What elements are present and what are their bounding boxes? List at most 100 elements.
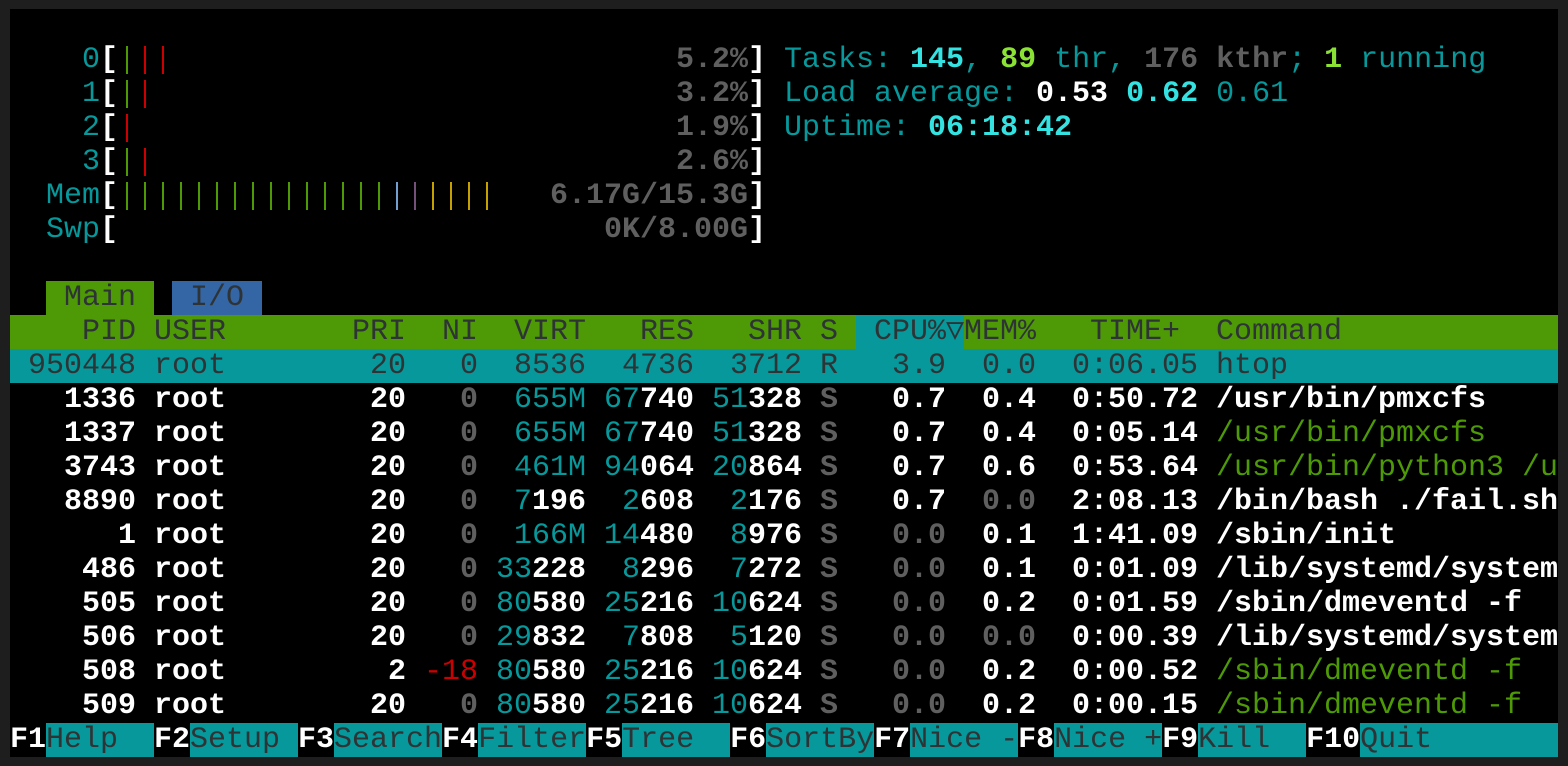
user: root: [154, 621, 227, 655]
priority: 20: [369, 451, 406, 485]
process-row[interactable]: 1 root 20 0 166M 14480 8976 S 0.0 0.1 1:41.09/sbin…: [10, 519, 1558, 553]
memory-meter-value: 6.17G/15.3G: [549, 179, 748, 213]
bracket-open: [: [100, 77, 118, 111]
running-label: running: [1342, 43, 1487, 77]
column-header-user[interactable]: USER: [154, 315, 227, 349]
res: 2608: [621, 485, 694, 519]
function-key-search[interactable]: F3Search: [298, 723, 442, 757]
load-1: 0.53: [1036, 77, 1109, 111]
column-header-ni[interactable]: NI: [441, 315, 478, 349]
priority: 20: [369, 553, 406, 587]
load-label: Load average:: [784, 77, 1037, 111]
function-key-nice[interactable]: F8Nice +: [1018, 723, 1162, 757]
virt: 655M: [513, 383, 586, 417]
meter-bar-segment: [468, 182, 470, 210]
mem-percent: 0.4: [981, 383, 1036, 417]
column-header-virt[interactable]: VIRT: [513, 315, 586, 349]
cpu-meter-label: 0: [81, 43, 100, 77]
virt: 33228: [496, 553, 586, 587]
shr: 51328: [712, 383, 802, 417]
action-label: Help: [46, 723, 155, 757]
cpu-time: 0:05.14: [1071, 417, 1198, 451]
meter-bar-segment: [126, 182, 128, 210]
column-header-res[interactable]: RES: [639, 315, 694, 349]
function-key-bar: F1Help F2Setup F3SearchF4FilterF5Tree F6Sor…: [10, 723, 1558, 757]
meter-bar-segment: [162, 46, 164, 74]
process-row[interactable]: 8890 root 20 0 7196 2608 2176 S 0.7 0.0 2:08.13/bi…: [10, 485, 1558, 519]
process-row[interactable]: 1336 root 20 0 655M 67740 51328 S 0.7 0.4 0:50.72 /…: [10, 383, 1558, 417]
pid: 950448: [27, 349, 136, 383]
pid: 509: [81, 689, 136, 723]
shr: 7272: [729, 553, 802, 587]
process-row[interactable]: 950448 root 20 0 8536 4736 3712 R 3.9 0.0 0:06.05 h…: [10, 349, 1558, 383]
column-header-time[interactable]: TIME+: [1089, 315, 1180, 349]
function-key-setup[interactable]: F2Setup: [154, 723, 299, 757]
cpu-time: 0:06.05: [1071, 349, 1198, 383]
meter-bar-segment: [486, 182, 488, 210]
user: root: [154, 417, 227, 451]
key-label: F2: [154, 723, 191, 757]
tab-main[interactable]: Main: [46, 281, 154, 315]
process-row[interactable]: 1337 root 20 0 655M 67740 51328 S 0.7 0.4 0:05.14 /…: [10, 417, 1558, 451]
state: S: [820, 451, 838, 485]
process-row[interactable]: 3743 root 20 0 461M 94064 20864 S 0.7 0.6 0:53.64 /…: [10, 451, 1558, 485]
column-header-cpu[interactable]: CPU%▽: [856, 315, 964, 349]
function-key-tree[interactable]: F5Tree: [586, 723, 731, 757]
memory-meter-label: Mem: [45, 179, 100, 213]
res: 25216: [604, 689, 694, 723]
function-key-nice[interactable]: F7Nice -: [874, 723, 1018, 757]
column-header-mem[interactable]: MEM%: [964, 315, 1036, 349]
function-key-help[interactable]: F1Help: [10, 723, 155, 757]
process-row[interactable]: 509 root 20 0 80580 25216 10624 S 0.0 0.2 0:00.15 /…: [10, 689, 1558, 723]
function-key-kill[interactable]: F9Kill: [1162, 723, 1307, 757]
swap-meter-label: Swp: [45, 213, 100, 247]
htop-terminal[interactable]: 0[5.2%] Tasks: 145, 89 thr, 176 kthr; 1 r…: [10, 9, 1558, 757]
function-key-quit[interactable]: F10Quit: [1306, 723, 1558, 757]
tab-bar: Main I/O: [10, 281, 1558, 315]
thr-label: thr,: [1036, 43, 1145, 77]
column-header-s[interactable]: S: [820, 315, 838, 349]
cpu-percent: 3.9: [891, 349, 946, 383]
res: 67740: [604, 383, 694, 417]
uptime: Uptime: 06:18:42: [784, 111, 1072, 145]
action-label: Quit: [1360, 723, 1558, 757]
state: S: [820, 519, 838, 553]
cpu-meter-value: 2.6%: [675, 145, 748, 179]
column-header-pid[interactable]: PID: [81, 315, 136, 349]
process-row[interactable]: 505 root 20 0 80580 25216 10624 S 0.0 0.2 0:01.59 /…: [10, 587, 1558, 621]
column-header: PID USER PRI NI VIRT RES SHR S CPU%▽ MEM% TIME+ Co…: [10, 315, 1558, 349]
priority: 20: [369, 383, 406, 417]
process-row[interactable]: 508 root 2 -18 80580 25216 10624 S 0.0 0.2 0:00.52…: [10, 655, 1558, 689]
cpu-percent: 0.0: [891, 655, 946, 689]
memory-meter: Mem[6.17G/15.3G]: [10, 179, 1558, 213]
tab-io[interactable]: I/O: [172, 281, 262, 315]
user: root: [154, 553, 227, 587]
process-row[interactable]: 506 root 20 0 29832 7808 5120 S 0.0 0.0 0:00.39/li…: [10, 621, 1558, 655]
meter-bar-segment: [198, 182, 200, 210]
function-key-filter[interactable]: F4Filter: [442, 723, 586, 757]
bracket-close: ]: [748, 145, 766, 179]
key-label: F7: [874, 723, 911, 757]
mem-percent: 0.0: [981, 621, 1036, 655]
nice: 0: [459, 485, 478, 519]
process-row[interactable]: 486 root 20 0 33228 8296 7272 S 0.0 0.1 0:01.09/li…: [10, 553, 1558, 587]
bracket-close: ]: [748, 43, 766, 77]
function-key-sortby[interactable]: F6SortBy: [730, 723, 874, 757]
bracket-close: ]: [748, 213, 766, 247]
meter-bar-segment: [126, 46, 128, 74]
cpu-time: 0:00.52: [1071, 655, 1198, 689]
cpu-time: 2:08.13: [1071, 485, 1198, 519]
meter-bar-segment: [432, 182, 434, 210]
pid: 3743: [63, 451, 136, 485]
column-header-pri[interactable]: PRI: [352, 315, 406, 349]
user: root: [154, 689, 227, 723]
load-average: Load average: 0.53 0.62 0.61: [784, 77, 1288, 111]
cpu-time: 0:01.59: [1071, 587, 1198, 621]
cpu-time: 0:53.64: [1071, 451, 1198, 485]
virt: 166M: [513, 519, 586, 553]
column-header-shr[interactable]: SHR: [747, 315, 802, 349]
column-header-command[interactable]: Command: [1216, 315, 1343, 349]
cpu-meter-label: 2: [81, 111, 100, 145]
action-label: Setup: [190, 723, 299, 757]
priority: 20: [369, 621, 406, 655]
